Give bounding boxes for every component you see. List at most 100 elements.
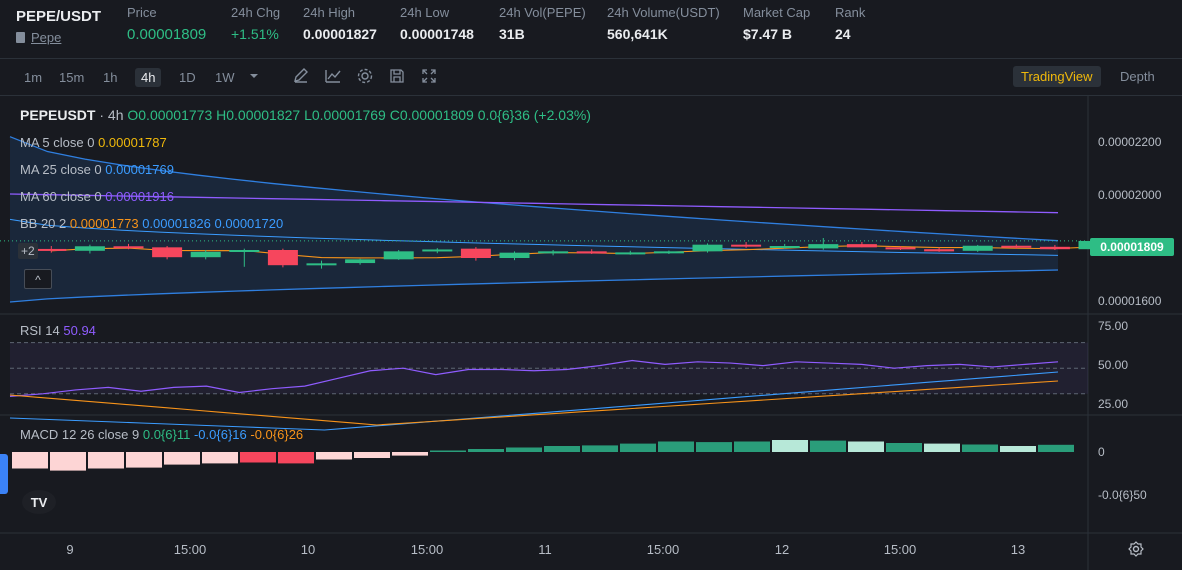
ma25-label: MA 25 close 0 xyxy=(20,162,102,177)
candle-body xyxy=(190,251,221,258)
candle-body xyxy=(152,247,183,258)
chart-canvas[interactable] xyxy=(0,95,1182,570)
indicator-icon[interactable] xyxy=(324,67,342,85)
candle-body xyxy=(1001,245,1032,248)
stat-value: 0.00001827 xyxy=(303,26,377,42)
time-axis-label: 15:00 xyxy=(883,542,917,557)
stat-label: 24h Chg xyxy=(231,5,281,20)
stat-7: Rank 24 xyxy=(835,5,865,42)
candle-body xyxy=(422,249,453,252)
stat-value: 31B xyxy=(499,26,525,42)
collapsed-indicators-badge[interactable]: +2 xyxy=(18,243,38,259)
candle-body xyxy=(962,245,993,251)
ma5-legend[interactable]: MA 5 close 0 0.00001787 xyxy=(20,135,167,150)
rsi-label: RSI 14 xyxy=(20,323,60,338)
timeframe-4h[interactable]: 4h xyxy=(135,68,162,87)
save-icon[interactable] xyxy=(388,67,406,85)
legend-interval: · 4h xyxy=(99,107,124,123)
tradingview-logo: TV xyxy=(22,490,56,514)
rsi-legend[interactable]: RSI 14 50.94 xyxy=(20,323,96,338)
candle-body xyxy=(74,246,105,251)
timeframe-1m[interactable]: 1m xyxy=(24,70,43,85)
macd-histogram-bar xyxy=(620,443,656,452)
macd-histogram-bar xyxy=(848,441,884,452)
gear-icon[interactable] xyxy=(356,67,374,85)
chevron-down-icon[interactable] xyxy=(248,69,266,87)
pencil-icon[interactable] xyxy=(292,67,310,85)
candle-body xyxy=(808,244,839,249)
rsi-axis-label: 75.00 xyxy=(1098,319,1129,333)
macd-legend[interactable]: MACD 12 26 close 9 0.0{6}11 -0.0{6}16 -0… xyxy=(20,427,303,442)
ma25-legend[interactable]: MA 25 close 0 0.00001769 xyxy=(20,162,174,177)
tradingview-button[interactable]: TradingView xyxy=(1013,66,1101,87)
macd-histogram-bar xyxy=(240,452,276,463)
candle-body xyxy=(267,250,298,266)
pair-symbol[interactable]: PEPE/USDT xyxy=(16,8,102,25)
collapse-legend-button[interactable]: ^ xyxy=(24,269,52,289)
chart-area[interactable]: PEPEUSDT · 4h O0.00001773 H0.00001827 L0… xyxy=(0,95,1182,570)
macd-histogram-bar xyxy=(810,440,846,452)
candle-body xyxy=(113,246,144,249)
timeframe-1h[interactable]: 1h xyxy=(103,70,118,85)
ma25-line xyxy=(9,218,1059,256)
candle-body xyxy=(769,246,800,248)
stat-value: 24 xyxy=(835,26,851,42)
current-price-tag: 0.00001809 xyxy=(1090,238,1174,256)
ma25-value: 0.00001769 xyxy=(105,162,174,177)
macd-histogram-bar xyxy=(354,452,390,458)
macd-histogram-bar xyxy=(924,443,960,452)
macd-histogram-bar xyxy=(696,442,732,452)
gear-icon[interactable] xyxy=(1128,541,1144,557)
macd-histogram-bar xyxy=(88,452,124,469)
macd-axis-label: -0.0{6}50 xyxy=(1098,488,1147,502)
timeframe-15m[interactable]: 15m xyxy=(59,70,85,85)
pair-info[interactable]: PEPE/USDT Pepe xyxy=(16,8,101,45)
macd-line xyxy=(9,371,1059,431)
macd-value-2: -0.0{6}16 xyxy=(193,427,247,442)
macd-histogram-bar xyxy=(392,452,428,456)
candle-body xyxy=(538,251,569,254)
fullscreen-icon[interactable] xyxy=(420,67,438,85)
legend-symbol: PEPEUSDT xyxy=(20,107,96,123)
ma60-label: MA 60 close 0 xyxy=(20,189,102,204)
ma5-value: 0.00001787 xyxy=(98,135,167,150)
candle-body xyxy=(306,263,337,266)
stat-value: $7.47 B xyxy=(743,26,793,42)
candle-body xyxy=(692,244,723,252)
bb-label: BB 20 2 xyxy=(20,216,67,231)
ma60-line xyxy=(9,193,1059,214)
document-icon xyxy=(16,32,25,43)
time-axis-label: 15:00 xyxy=(410,542,444,557)
timeframe-1D[interactable]: 1D xyxy=(179,70,196,85)
macd-histogram-bar xyxy=(468,449,504,452)
bb-legend[interactable]: BB 20 2 0.00001773 0.00001826 0.00001720 xyxy=(20,216,283,231)
time-axis-label: 9 xyxy=(66,542,74,557)
price-axis-label: 0.00002200 xyxy=(1098,135,1162,149)
pair-name[interactable]: Pepe xyxy=(31,30,62,45)
stat-label: Rank xyxy=(835,5,866,20)
candle-body xyxy=(1039,246,1070,250)
ma5-label: MA 5 close 0 xyxy=(20,135,95,150)
macd-histogram-bar xyxy=(50,452,86,471)
time-axis-label: 15:00 xyxy=(173,542,207,557)
time-axis-label: 10 xyxy=(300,542,316,557)
macd-signal-line xyxy=(9,380,1059,426)
legend-ohlc: O0.00001773 H0.00001827 L0.00001769 C0.0… xyxy=(127,107,474,123)
stat-label: Market Cap xyxy=(743,5,811,20)
depth-button[interactable]: Depth xyxy=(1120,69,1155,84)
macd-histogram-bar xyxy=(202,452,238,464)
macd-histogram-bar xyxy=(430,450,466,452)
stat-label: 24h Volume(USDT) xyxy=(607,5,720,20)
pair-name-link[interactable]: Pepe xyxy=(16,30,101,45)
stat-value: 560,641K xyxy=(607,26,668,42)
pane-resize-handle[interactable] xyxy=(0,454,8,494)
macd-histogram-bar xyxy=(1000,446,1036,452)
macd-histogram-bar xyxy=(734,441,770,452)
timeframe-1W[interactable]: 1W xyxy=(215,70,235,85)
macd-label: MACD 12 26 close 9 xyxy=(20,427,140,442)
candle-body xyxy=(653,251,684,254)
ma60-legend[interactable]: MA 60 close 0 0.00001916 xyxy=(20,189,174,204)
ma5-line xyxy=(51,245,1094,259)
bb-value-1: 0.00001773 xyxy=(69,216,139,231)
macd-histogram-bar xyxy=(582,445,618,452)
